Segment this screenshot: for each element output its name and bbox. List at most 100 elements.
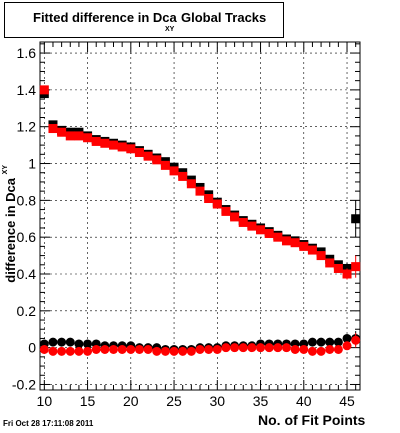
y-tick-label: 1.2	[17, 119, 37, 135]
data-point-circle	[256, 343, 266, 353]
data-point-square	[325, 258, 335, 268]
y-tick-label: 1.6	[17, 45, 37, 61]
x-tick-label: 30	[210, 393, 226, 409]
data-point-circle	[307, 346, 317, 356]
data-point-square	[178, 171, 188, 181]
y-tick-label: 1	[28, 156, 36, 172]
y-axis-label-subscript: XY	[2, 165, 9, 175]
data-point-circle	[65, 337, 75, 347]
data-point-square	[186, 179, 196, 189]
data-point-circle	[342, 333, 352, 343]
data-point-circle	[299, 344, 309, 354]
data-point-square	[204, 194, 214, 204]
data-point-square	[65, 131, 75, 141]
data-point-circle	[152, 346, 162, 356]
data-point-square	[299, 241, 309, 251]
x-tick-label: 15	[80, 393, 96, 409]
y-tick-label: 0.4	[17, 266, 37, 282]
chart-title-box: Fitted difference in Dca XY Global Track…	[4, 2, 284, 38]
data-point-circle	[134, 344, 144, 354]
data-point-square	[100, 138, 110, 148]
data-point-circle	[333, 337, 343, 347]
data-point-circle	[48, 337, 58, 347]
data-point-circle	[325, 337, 335, 347]
chart-title: Fitted difference in Dca	[33, 10, 177, 25]
data-point-circle	[169, 346, 179, 356]
y-tick-label: 0.2	[17, 303, 37, 319]
data-point-square	[281, 236, 291, 246]
data-point-circle	[316, 346, 326, 356]
x-tick-label: 20	[123, 393, 139, 409]
data-point-square	[264, 228, 274, 238]
data-point-square	[316, 251, 326, 261]
data-point-circle	[230, 343, 240, 353]
data-point-circle	[83, 339, 93, 349]
y-axis-label: difference in Dca XY	[2, 165, 18, 283]
data-point-circle	[48, 346, 58, 356]
y-tick-label: 0.8	[17, 192, 37, 208]
x-tick-label: 40	[296, 393, 312, 409]
data-point-square	[307, 245, 317, 255]
data-point-circle	[65, 346, 75, 356]
data-point-square	[117, 142, 127, 152]
data-point-circle	[238, 343, 248, 353]
data-point-circle	[126, 344, 136, 354]
data-point-square	[143, 151, 153, 161]
data-point-square	[160, 160, 170, 170]
chart-title-suffix: Global Tracks	[181, 10, 267, 25]
data-point-circle	[74, 346, 84, 356]
data-point-square	[39, 85, 49, 95]
datestamp: Fri Oct 28 17:11:08 2011	[3, 419, 94, 428]
data-point-square	[290, 238, 300, 248]
x-tick-label: 45	[339, 393, 355, 409]
data-point-circle	[351, 335, 361, 345]
x-tick-label: 35	[253, 393, 269, 409]
x-tick-label: 25	[166, 393, 182, 409]
data-point-square	[48, 124, 58, 134]
data-point-square	[333, 263, 343, 273]
data-point-circle	[290, 344, 300, 354]
data-point-square	[74, 131, 84, 141]
data-point-circle	[39, 344, 49, 354]
data-point-circle	[83, 346, 93, 356]
data-point-square	[221, 206, 231, 216]
data-point-circle	[117, 344, 127, 354]
data-point-circle	[57, 337, 67, 347]
y-tick-label: 1.4	[17, 82, 37, 98]
data-point-circle	[160, 346, 170, 356]
data-point-circle	[212, 344, 222, 354]
data-point-square	[126, 144, 136, 154]
data-point-square	[212, 199, 222, 209]
x-axis-label: No. of Fit Points	[258, 412, 366, 428]
y-axis-label-text: difference in Dca	[3, 177, 18, 283]
data-point-square	[195, 186, 205, 196]
data-point-circle	[221, 343, 231, 353]
data-point-circle	[109, 344, 119, 354]
data-point-square	[91, 136, 101, 146]
data-point-circle	[74, 339, 84, 349]
data-point-circle	[186, 346, 196, 356]
data-point-circle	[100, 344, 110, 354]
data-point-circle	[342, 341, 352, 351]
data-point-circle	[307, 337, 317, 347]
y-tick-label: -0.2	[12, 376, 36, 392]
data-point-square	[109, 140, 119, 150]
data-point-square	[351, 262, 361, 272]
y-tick-label: 0	[28, 340, 36, 356]
data-point-square	[273, 232, 283, 242]
data-point-square	[230, 212, 240, 222]
data-point-circle	[273, 343, 283, 353]
data-point-square	[247, 221, 257, 231]
data-point-circle	[178, 346, 188, 356]
data-point-square	[342, 269, 352, 279]
data-point-square	[351, 214, 361, 224]
data-point-circle	[333, 344, 343, 354]
data-point-circle	[316, 337, 326, 347]
data-point-circle	[195, 344, 205, 354]
data-point-circle	[91, 344, 101, 354]
data-point-square	[169, 166, 179, 176]
data-point-circle	[57, 346, 67, 356]
data-point-circle	[281, 343, 291, 353]
data-point-square	[57, 127, 67, 137]
